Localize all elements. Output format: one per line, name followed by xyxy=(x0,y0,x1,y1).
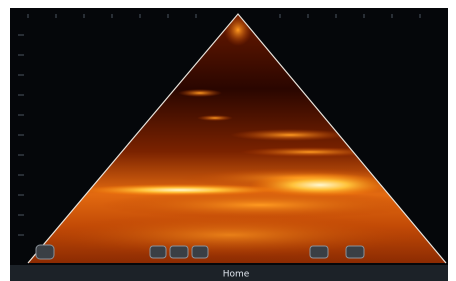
page: Home (() => { const data = JSON.parse(do… xyxy=(0,0,456,281)
sonar-screen: Home xyxy=(0,0,456,281)
left-button[interactable] xyxy=(36,245,54,259)
control-button[interactable] xyxy=(150,246,166,258)
control-button[interactable] xyxy=(310,246,328,258)
home-button[interactable]: Home xyxy=(223,270,250,280)
control-button[interactable] xyxy=(170,246,188,258)
control-button[interactable] xyxy=(192,246,208,258)
control-button[interactable] xyxy=(346,246,364,258)
